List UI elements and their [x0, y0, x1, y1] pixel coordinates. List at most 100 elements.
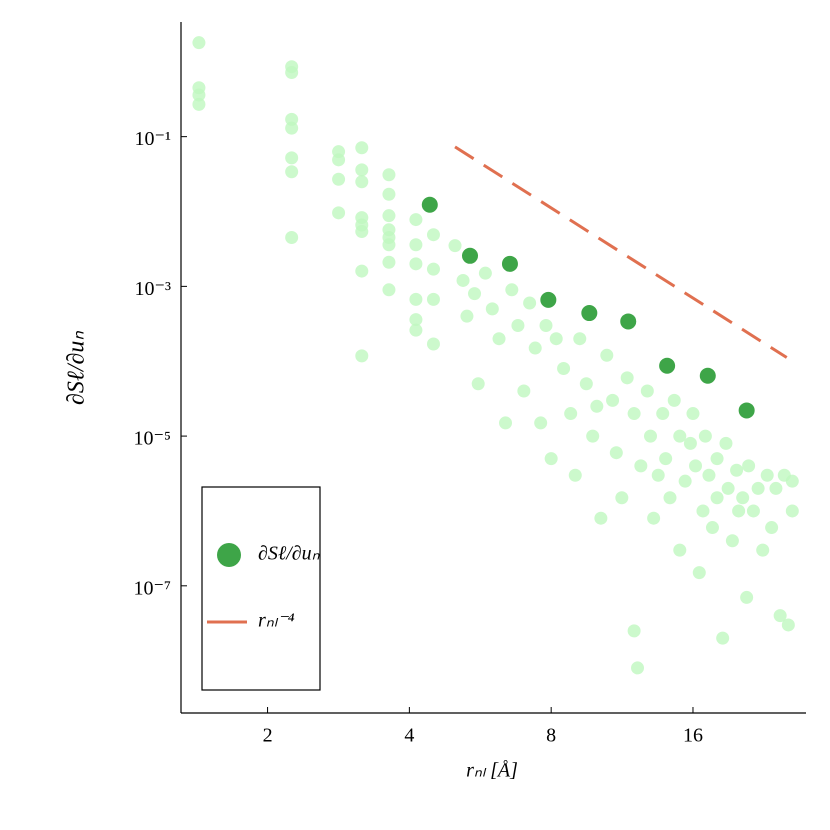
background-point	[785, 474, 799, 488]
background-point	[756, 543, 770, 557]
x-tick-label: 8	[546, 725, 556, 747]
background-point	[765, 521, 779, 535]
background-point	[615, 491, 629, 505]
background-point	[643, 429, 657, 443]
background-point	[568, 468, 582, 482]
x-tick-label: 2	[263, 725, 273, 747]
background-point	[355, 163, 369, 177]
background-point	[663, 491, 677, 505]
background-point	[426, 337, 440, 351]
background-point	[517, 384, 531, 398]
background-point	[573, 332, 587, 346]
background-point	[702, 468, 716, 482]
background-point	[631, 661, 645, 675]
legend-label: rₙₗ⁻⁴	[258, 610, 295, 632]
background-point	[746, 504, 760, 518]
background-point	[769, 481, 783, 495]
background-point	[409, 313, 423, 327]
background-point	[409, 213, 423, 227]
background-point	[678, 474, 692, 488]
background-point	[659, 452, 673, 466]
background-point	[656, 407, 670, 421]
data-point	[620, 313, 637, 330]
background-point	[332, 153, 346, 167]
background-point	[594, 511, 608, 525]
legend-label: ∂Sℓ/∂uₙ	[258, 543, 321, 565]
background-point	[492, 332, 506, 346]
background-point	[285, 151, 299, 165]
background-point	[606, 393, 620, 407]
background-point	[627, 624, 641, 638]
background-point	[332, 206, 346, 220]
background-point	[355, 349, 369, 363]
background-point	[523, 296, 537, 310]
background-point	[609, 446, 623, 460]
background-point	[528, 341, 542, 355]
background-point	[409, 238, 423, 252]
background-point	[673, 543, 687, 557]
background-point	[730, 463, 744, 477]
background-point	[785, 504, 799, 518]
background-point	[710, 491, 724, 505]
background-point	[590, 399, 604, 413]
background-point	[478, 266, 492, 280]
background-point	[586, 429, 600, 443]
background-point	[634, 459, 648, 473]
data-point	[699, 367, 716, 384]
background-point	[620, 371, 634, 385]
background-point	[736, 491, 750, 505]
background-point	[511, 319, 525, 333]
background-point	[725, 534, 739, 548]
background-point	[499, 416, 513, 430]
background-point	[382, 187, 396, 201]
background-point	[742, 459, 756, 473]
data-point	[501, 255, 518, 272]
plot-area	[192, 36, 799, 675]
y-axis-label: ∂Sℓ/∂uₙ	[64, 331, 90, 405]
background-point	[409, 292, 423, 306]
background-point	[732, 504, 746, 518]
reference-line	[454, 145, 788, 359]
background-point	[686, 407, 700, 421]
background-point	[544, 452, 558, 466]
background-point	[355, 175, 369, 189]
background-point	[285, 230, 299, 244]
background-point	[355, 225, 369, 239]
data-point	[581, 305, 598, 322]
background-point	[751, 481, 765, 495]
background-point	[600, 348, 614, 362]
background-point	[673, 429, 687, 443]
background-point	[485, 302, 499, 316]
background-point	[355, 141, 369, 155]
legend-box	[201, 486, 321, 691]
data-point	[540, 291, 557, 308]
background-point	[426, 292, 440, 306]
background-point	[647, 511, 661, 525]
background-point	[382, 255, 396, 269]
data-point	[462, 247, 479, 264]
data-point	[738, 402, 755, 419]
background-point	[192, 97, 206, 111]
background-point	[651, 468, 665, 482]
background-point	[468, 287, 482, 301]
background-point	[409, 323, 423, 337]
x-tick-label: 16	[683, 725, 703, 747]
background-point	[692, 566, 706, 580]
legend-marker	[217, 543, 241, 567]
background-point	[689, 459, 703, 473]
background-point	[285, 165, 299, 179]
background-point	[640, 384, 654, 398]
background-point	[557, 361, 571, 375]
background-point	[426, 262, 440, 276]
background-point	[471, 377, 485, 391]
background-point	[781, 618, 795, 632]
background-point	[332, 172, 346, 186]
background-point	[382, 168, 396, 182]
background-point	[355, 264, 369, 278]
background-point	[448, 239, 462, 253]
y-tick-label: 10⁻⁵	[133, 428, 171, 450]
background-point	[409, 257, 423, 271]
y-tick-label: 10⁻³	[134, 278, 171, 300]
background-point	[696, 504, 710, 518]
background-point	[740, 590, 754, 604]
